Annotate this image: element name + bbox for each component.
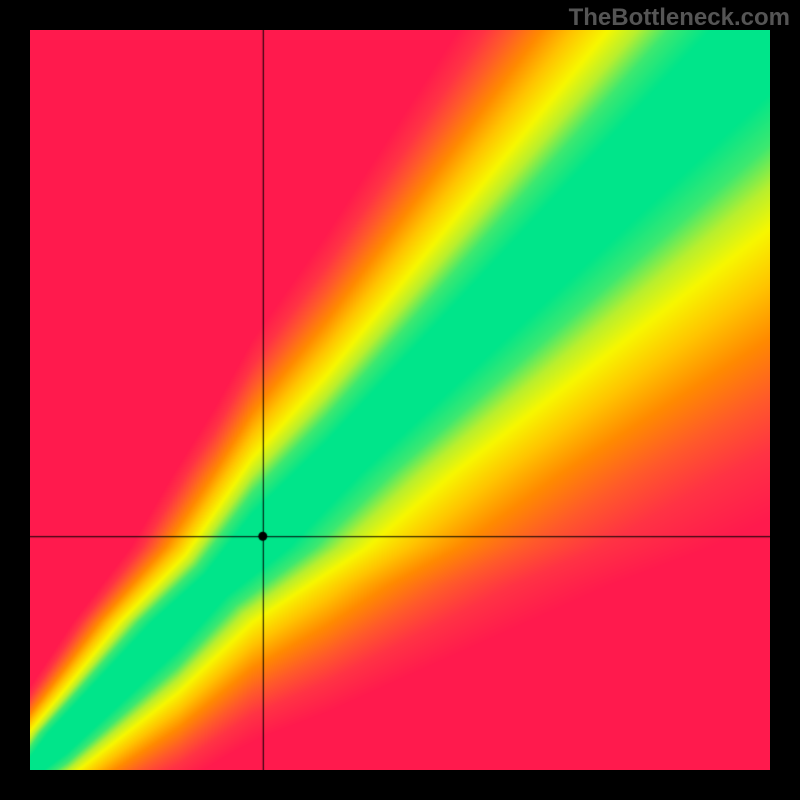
- watermark-text: TheBottleneck.com: [569, 4, 790, 32]
- chart-container: TheBottleneck.com: [0, 0, 800, 800]
- plot-area: [30, 30, 770, 770]
- heatmap-canvas: [30, 30, 770, 770]
